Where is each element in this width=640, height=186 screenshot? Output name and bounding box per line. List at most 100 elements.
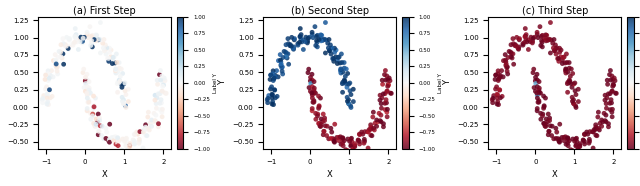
Point <box>545 38 555 41</box>
Point <box>592 134 602 137</box>
Point <box>93 39 103 42</box>
Point <box>515 37 525 40</box>
Point <box>541 34 552 37</box>
Point <box>561 72 571 75</box>
Point <box>355 133 365 136</box>
Point <box>334 55 344 58</box>
Point <box>266 85 276 88</box>
Point <box>104 138 115 141</box>
Point <box>295 35 305 38</box>
Point <box>305 90 316 93</box>
Point <box>307 92 317 94</box>
Point <box>526 36 536 39</box>
Point <box>268 94 278 97</box>
Point <box>536 35 547 38</box>
Point <box>321 134 332 137</box>
Point <box>311 35 321 38</box>
Point <box>360 140 370 143</box>
Point <box>71 38 81 41</box>
Point <box>381 90 392 93</box>
Point <box>155 92 165 95</box>
Point <box>329 60 339 63</box>
Point <box>500 59 511 62</box>
Point <box>91 118 101 121</box>
Point <box>153 92 163 95</box>
Point <box>563 142 573 145</box>
Point <box>89 104 99 107</box>
Point <box>580 133 590 136</box>
Point <box>330 51 340 54</box>
Point <box>563 138 573 141</box>
Point <box>384 77 394 80</box>
Point <box>531 90 541 93</box>
Point <box>556 49 566 52</box>
Point <box>317 39 328 42</box>
Point <box>276 60 286 63</box>
Point <box>572 137 582 140</box>
Point <box>115 75 125 78</box>
Point <box>140 128 150 131</box>
Point <box>332 62 342 65</box>
Point <box>559 55 569 58</box>
Point <box>296 38 306 41</box>
Point <box>560 69 570 72</box>
Point <box>86 35 97 38</box>
Point <box>564 61 574 64</box>
Point <box>318 133 328 136</box>
Point <box>557 136 567 139</box>
Point <box>602 79 612 82</box>
Point <box>383 84 394 87</box>
Point <box>138 147 148 150</box>
Point <box>82 33 92 36</box>
Point <box>86 44 96 47</box>
Point <box>109 139 119 142</box>
Point <box>309 101 319 104</box>
Point <box>134 138 145 141</box>
Point <box>488 101 498 104</box>
Point <box>575 145 585 148</box>
Point <box>536 112 546 115</box>
Point <box>141 134 151 137</box>
Point <box>132 131 142 134</box>
Point <box>377 96 387 99</box>
Point <box>552 46 562 49</box>
Point <box>554 51 564 54</box>
Point <box>382 90 392 93</box>
Point <box>107 59 117 62</box>
Y-axis label: Y: Y <box>0 80 2 85</box>
Point <box>307 73 317 76</box>
Point <box>534 99 544 102</box>
Point <box>154 125 164 128</box>
Point <box>43 79 53 82</box>
Point <box>333 139 344 142</box>
Point <box>309 87 319 90</box>
Point <box>268 103 278 106</box>
Point <box>123 148 133 151</box>
Point <box>63 48 74 51</box>
Point <box>378 122 388 125</box>
Point <box>269 88 280 91</box>
Point <box>545 52 556 54</box>
Point <box>120 140 130 143</box>
Point <box>284 42 294 45</box>
Point <box>490 74 500 77</box>
Point <box>531 82 541 85</box>
Title: (c) Third Step: (c) Third Step <box>522 6 588 16</box>
Point <box>561 52 572 55</box>
Point <box>139 128 149 131</box>
Point <box>596 118 607 121</box>
Point <box>340 80 350 83</box>
Point <box>349 144 360 147</box>
Point <box>355 142 365 145</box>
Point <box>295 35 305 38</box>
Point <box>75 40 85 43</box>
Point <box>532 31 542 34</box>
Point <box>61 36 72 39</box>
Point <box>332 136 342 139</box>
Point <box>330 123 340 126</box>
Point <box>317 34 327 37</box>
Point <box>63 47 73 50</box>
Title: (a) First Step: (a) First Step <box>74 6 136 16</box>
Point <box>154 122 164 125</box>
Point <box>563 136 573 139</box>
